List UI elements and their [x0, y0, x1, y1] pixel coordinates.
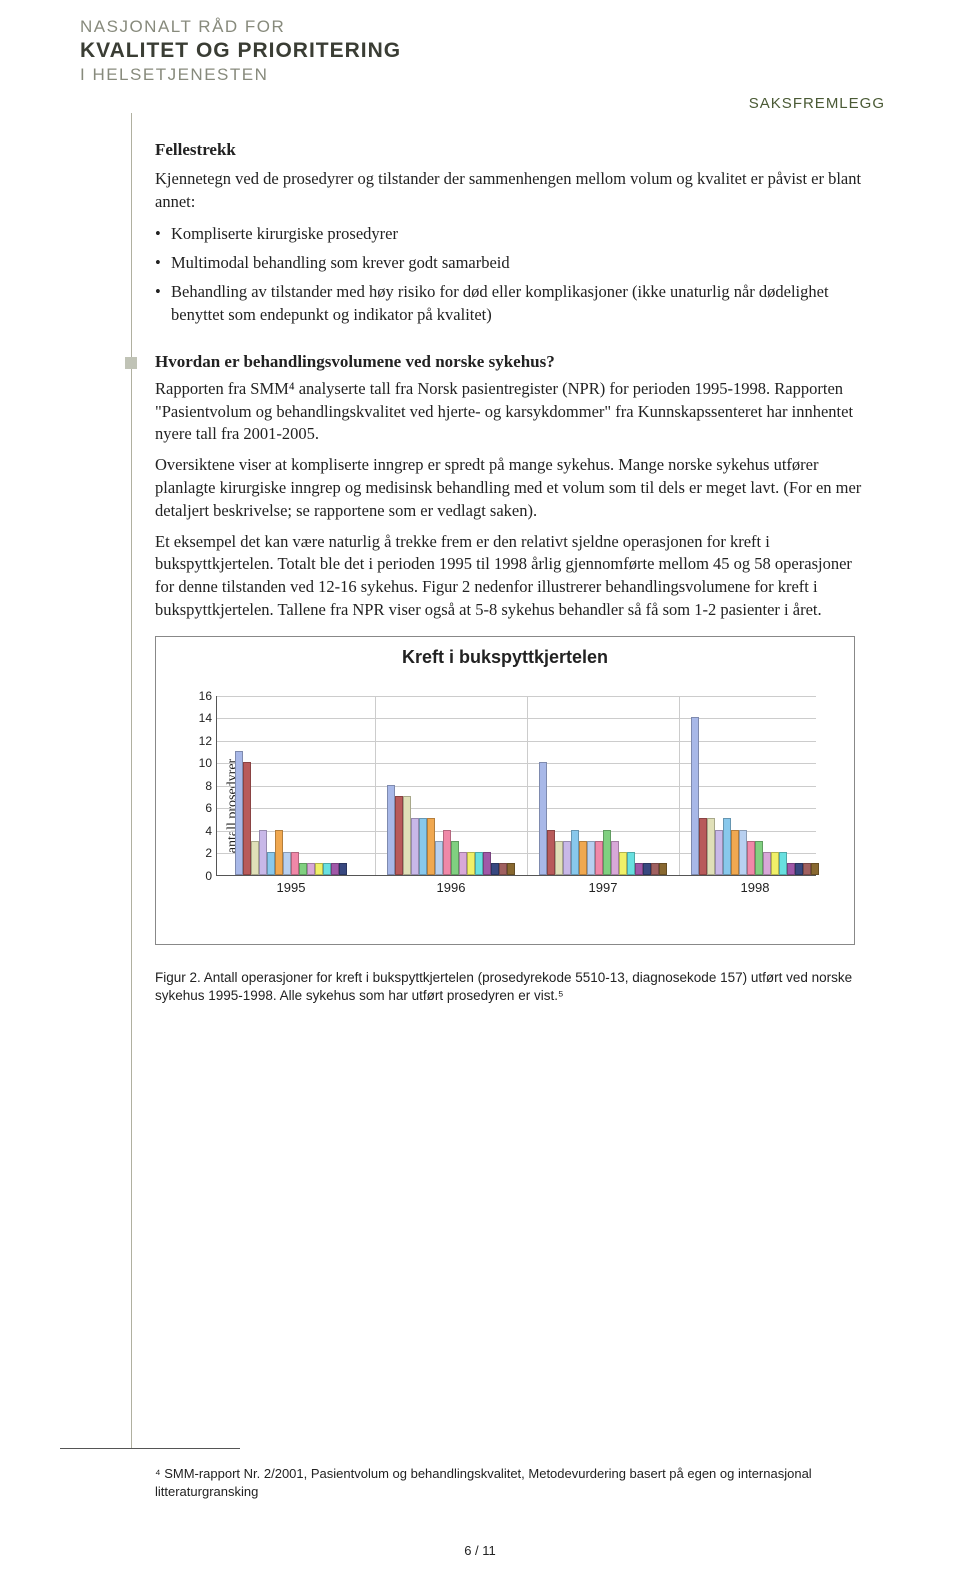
paragraph: Et eksempel det kan være naturlig å trek… [155, 531, 875, 622]
document-type: SAKSFREMLEGG [749, 95, 885, 112]
list-item: Multimodal behandling som krever godt sa… [155, 251, 875, 274]
subheading: Hvordan er behandlingsvolumene ved norsk… [155, 352, 555, 372]
paragraph: Oversiktene viser at kompliserte inngrep… [155, 454, 875, 522]
footnote-4: ⁴ SMM-rapport Nr. 2/2001, Pasientvolum o… [155, 1465, 875, 1500]
paragraph: Rapporten fra SMM⁴ analyserte tall fra N… [155, 378, 875, 446]
header-line3: I HELSETJENESTEN [80, 65, 401, 85]
list-item: Behandling av tilstander med høy risiko … [155, 280, 875, 326]
page-number: 6 / 11 [464, 1543, 496, 1558]
main-content: Fellestrekk Kjennetegn ved de prosedyrer… [155, 140, 875, 1005]
y-axis-ticks: 0246810121416 [190, 696, 212, 876]
header-line2: KVALITET OG PRIORITERING [80, 39, 401, 63]
vertical-rule [131, 113, 132, 1448]
square-bullet-icon [125, 357, 137, 369]
footnote-rule [60, 1448, 240, 1449]
plot-area: 1995199619971998 [216, 696, 816, 876]
figure-caption: Figur 2. Antall operasjoner for kreft i … [155, 969, 875, 1005]
chart-container: Kreft i bukspyttkjertelen antall prosedy… [155, 636, 855, 945]
chart-plot: antall prosedyrer 0246810121416 19951996… [216, 696, 824, 916]
org-header: NASJONALT RÅD FOR KVALITET OG PRIORITERI… [80, 17, 401, 85]
header-line1: NASJONALT RÅD FOR [80, 17, 401, 37]
footnotes: ⁴ SMM-rapport Nr. 2/2001, Pasientvolum o… [155, 1465, 875, 1500]
intro-paragraph: Kjennetegn ved de prosedyrer og tilstand… [155, 168, 875, 214]
chart-title: Kreft i bukspyttkjertelen [176, 647, 834, 668]
bullet-list: Kompliserte kirurgiske prosedyrer Multim… [155, 222, 875, 326]
section-title: Fellestrekk [155, 140, 875, 160]
list-item: Kompliserte kirurgiske prosedyrer [155, 222, 875, 245]
